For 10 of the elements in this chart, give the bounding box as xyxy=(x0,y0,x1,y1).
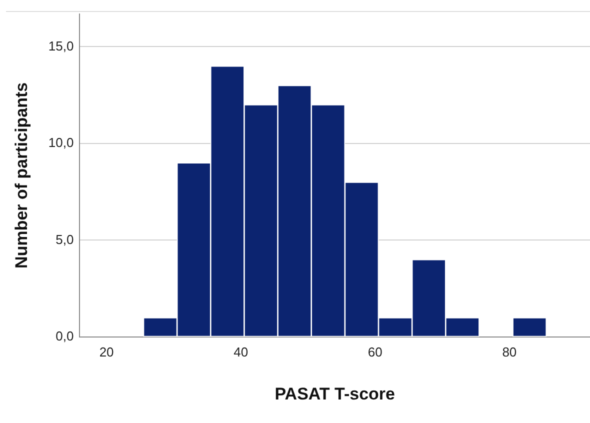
y-tick-label: 10,0 xyxy=(48,135,74,150)
x-tick-label: 80 xyxy=(502,344,517,360)
x-tick-label: 60 xyxy=(368,344,382,360)
x-tick-label: 40 xyxy=(234,344,248,360)
y-tick-label: 15,0 xyxy=(48,38,74,54)
x-tick-label: 20 xyxy=(99,344,114,360)
y-tick-label: 0,0 xyxy=(56,328,74,344)
y-axis-title: Number of participants xyxy=(12,82,31,268)
x-axis-title: PASAT T-score xyxy=(274,384,395,404)
y-tick-label: 5,0 xyxy=(56,232,74,247)
